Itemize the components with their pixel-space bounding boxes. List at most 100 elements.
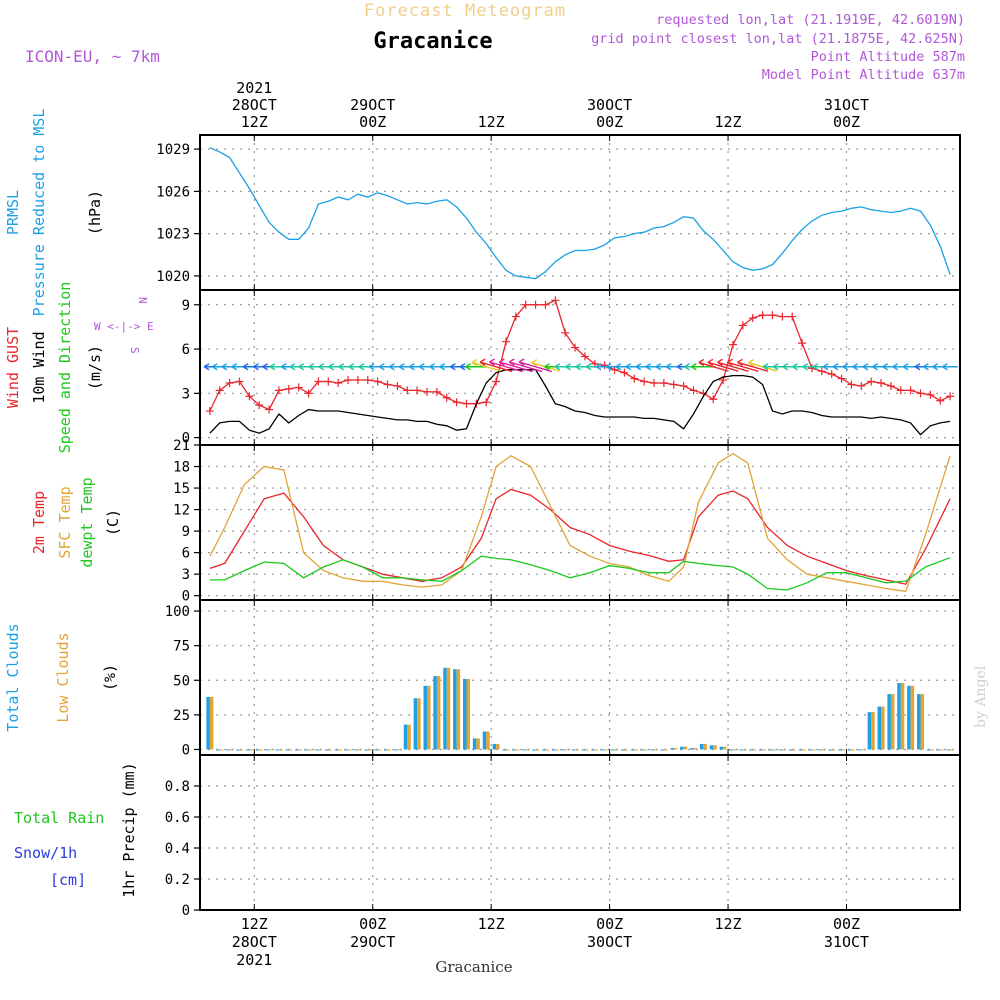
cloud-bar-low	[328, 749, 332, 751]
gust-marker	[728, 340, 737, 349]
cloud-bar-low	[683, 746, 688, 750]
time-label: 12Z	[478, 113, 505, 131]
cloud-bar-low	[841, 749, 846, 751]
cloud-bar-total	[571, 749, 576, 751]
panel-label: Snow/1h	[14, 844, 77, 862]
cloud-bar-total	[364, 749, 368, 751]
cloud-bar-low	[209, 696, 214, 750]
cloud-bar-total	[936, 749, 941, 751]
gust-marker	[551, 296, 560, 305]
panel-label: (C)	[104, 509, 122, 536]
cloud-bar-total	[719, 746, 724, 750]
panel-label: (m/s)	[86, 345, 104, 390]
cloud-bar-low	[723, 746, 727, 750]
cloud-bar-total	[838, 749, 842, 751]
time-label: 31OCT	[824, 933, 869, 951]
cloud-bar-low	[594, 749, 599, 751]
cloud-bar-total	[216, 749, 220, 751]
compass-west-east: W <-|-> E	[94, 320, 154, 333]
cloud-bar-low	[762, 749, 767, 751]
time-label: 12Z	[241, 915, 268, 933]
y-tick-label: 1026	[156, 184, 190, 200]
wind-direction-arrow	[737, 358, 769, 372]
gust-marker	[393, 381, 402, 390]
cloud-bar-low	[782, 749, 786, 751]
cloud-bar-low	[871, 712, 875, 750]
gust-marker	[521, 300, 530, 309]
cloud-bar-low	[357, 749, 362, 751]
cloud-bar-total	[413, 698, 418, 750]
gust-marker	[225, 379, 234, 387]
cloud-bar-total	[699, 743, 704, 750]
cloud-bar-total	[611, 749, 615, 751]
pressure-panel: 1020 1023 1026 1029 PRMSL Pressure Reduced to…	[4, 109, 961, 316]
cloud-bar-total	[591, 749, 595, 751]
cloud-bar-low	[466, 678, 470, 750]
series-sfc-temp	[209, 452, 951, 593]
cloud-bar-total	[897, 683, 901, 750]
gust-marker	[817, 367, 826, 376]
cloud-bar-low	[792, 749, 796, 751]
cloud-bar-low	[387, 749, 392, 751]
gust-marker	[274, 386, 283, 395]
time-label: 29OCT	[350, 933, 395, 951]
cloud-bar-low	[269, 749, 273, 751]
gust-marker	[709, 395, 718, 404]
cloud-bar-total	[709, 745, 714, 750]
gust-marker	[501, 337, 510, 346]
time-label: 30OCT	[587, 933, 632, 951]
series-dewpt-temp	[209, 555, 951, 591]
cloud-bar-total	[245, 749, 250, 751]
cloud-bar-total	[374, 749, 378, 751]
cloud-bar-total	[462, 678, 467, 750]
cloud-bar-total	[877, 706, 882, 750]
cloud-bar-low	[732, 749, 737, 751]
cloud-bar-total	[275, 749, 279, 751]
cloud-bar-total	[443, 667, 447, 750]
cloud-bar-total	[867, 712, 872, 750]
closest-coords: grid point closest lon,lat (21.1875E, 42…	[591, 31, 965, 47]
cloud-bar-total	[472, 738, 477, 750]
gust-marker	[511, 312, 520, 321]
time-label: 12Z	[715, 915, 742, 933]
cloud-bar-low	[525, 749, 530, 751]
cloud-bar-low	[644, 749, 648, 751]
cloud-bar-total	[630, 749, 635, 751]
gust-marker	[442, 393, 451, 402]
gust-marker	[916, 389, 925, 398]
gust-marker	[748, 314, 757, 323]
wind-direction-arrow	[707, 358, 739, 372]
gust-marker	[571, 343, 580, 352]
y-tick-label: 12	[173, 503, 190, 519]
y-tick-label: 9	[182, 298, 190, 314]
cloud-bar-low	[881, 706, 885, 750]
panel-label: 10m Wind	[30, 331, 48, 403]
gust-marker	[778, 312, 787, 321]
cloud-bar-total	[532, 749, 536, 751]
cloud-bar-low	[654, 749, 658, 751]
gust-marker	[245, 392, 254, 401]
y-tick-label: 18	[173, 460, 190, 476]
cloud-bar-total	[907, 685, 911, 750]
wind-direction-arrow	[489, 358, 523, 373]
cloud-bar-total	[314, 749, 319, 751]
time-label: 00Z	[596, 113, 623, 131]
gust-marker	[768, 311, 777, 320]
gust-marker	[561, 328, 570, 337]
cloud-bar-total	[798, 749, 803, 751]
cloud-bar-low	[614, 749, 619, 751]
cloud-bar-total	[344, 749, 349, 751]
y-tick-label: 3	[182, 567, 190, 583]
cloud-bar-low	[219, 749, 224, 751]
cloud-bar-total	[522, 749, 526, 751]
cloud-bar-low	[604, 749, 609, 751]
gust-marker	[788, 312, 797, 321]
gust-marker	[669, 380, 678, 389]
cloud-bar-low	[950, 749, 954, 751]
gust-marker	[462, 399, 471, 408]
wind-direction-arrow	[498, 358, 533, 373]
cloud-bar-total	[759, 749, 763, 751]
y-tick-label: 21	[173, 438, 190, 454]
gust-marker	[373, 377, 382, 386]
gust-marker	[580, 352, 589, 361]
